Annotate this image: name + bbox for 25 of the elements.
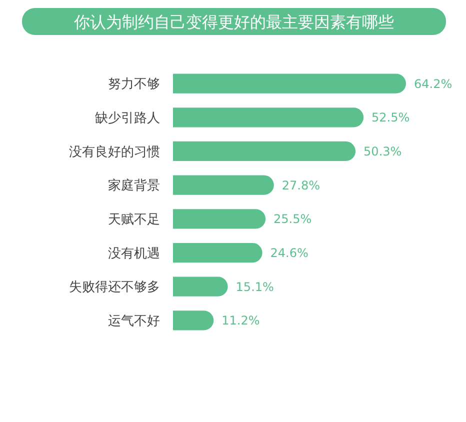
chart-title: 你认为制约自己变得更好的最主要因素有哪些 — [73, 12, 394, 32]
data-label: 52.5% — [372, 110, 410, 125]
data-label: 11.2% — [222, 314, 260, 328]
y-tick-label: 没有机遇 — [108, 246, 160, 262]
bar — [173, 74, 406, 94]
y-tick-label: 没有良好的习惯 — [69, 144, 160, 160]
y-tick-label: 努力不够 — [108, 77, 160, 92]
y-tick-label: 家庭背景 — [108, 178, 160, 194]
y-tick-label: 运气不好 — [108, 314, 160, 329]
y-tick-label: 缺少引路人 — [95, 110, 160, 126]
bar — [173, 209, 266, 229]
data-label: 50.3% — [364, 144, 402, 158]
data-label: 25.5% — [274, 212, 312, 226]
bar — [173, 141, 356, 162]
bar — [173, 108, 364, 128]
bar — [173, 310, 214, 330]
bar — [173, 276, 228, 296]
y-tick-label: 天赋不足 — [108, 212, 160, 228]
data-label: 64.2% — [414, 76, 452, 91]
data-label: 27.8% — [282, 178, 320, 192]
y-tick-label: 失败得还不够多 — [69, 280, 160, 296]
bar — [173, 175, 274, 195]
bar — [173, 242, 262, 263]
data-label: 15.1% — [236, 280, 274, 294]
data-label: 24.6% — [270, 246, 308, 260]
